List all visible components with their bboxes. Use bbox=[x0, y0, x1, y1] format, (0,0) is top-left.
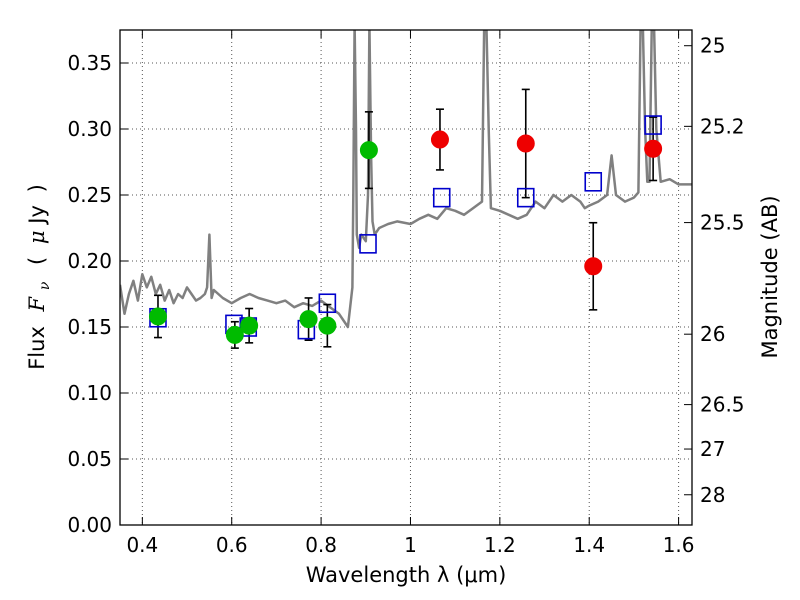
y2-tick-label-1: 25.2 bbox=[700, 114, 745, 138]
model-square-5 bbox=[359, 234, 377, 254]
red-point-2 bbox=[584, 257, 603, 276]
model-square-4 bbox=[318, 293, 337, 314]
y2-tick-label-2: 25.5 bbox=[700, 211, 745, 235]
model-square-6 bbox=[432, 187, 451, 208]
axis-ticks bbox=[120, 30, 692, 526]
x-tick-label-2: 0.8 bbox=[305, 533, 337, 557]
model-square-7 bbox=[516, 187, 535, 208]
green-point-2 bbox=[240, 316, 259, 335]
green-point-4 bbox=[318, 316, 337, 335]
y-label-close-paren: ) bbox=[25, 184, 49, 192]
y-label-flux: Flux bbox=[25, 326, 49, 370]
x-axis-label: Wavelength λ (μm) bbox=[306, 563, 507, 587]
y-label-unit: Jy bbox=[25, 205, 49, 226]
y-tick-label-3: 0.15 bbox=[67, 315, 112, 339]
y-label-f: F bbox=[25, 295, 49, 312]
green-point-1 bbox=[225, 325, 244, 344]
y-label-open-paren: ( bbox=[25, 257, 49, 265]
model-square-9 bbox=[644, 115, 662, 135]
y-tick-label-0: 0.00 bbox=[67, 513, 112, 537]
plot-background bbox=[120, 30, 692, 525]
green-point-5 bbox=[359, 141, 378, 160]
x-tick-labels: 0.4 0.6 0.8 1 1.2 1.4 1.6 bbox=[126, 533, 694, 557]
y-tick-labels: 0.00 0.05 0.10 0.15 0.20 0.25 0.30 0.35 bbox=[67, 51, 112, 537]
y-label-nu: ν bbox=[37, 281, 53, 290]
x-tick-label-0: 0.4 bbox=[126, 533, 158, 557]
y2-tick-label-3: 26 bbox=[700, 322, 725, 346]
x-tick-label-6: 1.6 bbox=[663, 533, 695, 557]
y-tick-label-7: 0.35 bbox=[67, 51, 112, 75]
red-point-1 bbox=[516, 134, 535, 153]
y2-tick-label-6: 28 bbox=[700, 483, 725, 507]
red-point-0 bbox=[430, 130, 449, 149]
y-label-mu: μ bbox=[25, 230, 49, 244]
y-tick-label-2: 0.10 bbox=[67, 381, 112, 405]
y2-tick-label-5: 27 bbox=[700, 437, 725, 461]
red-point-3 bbox=[644, 139, 663, 158]
y-axis-label: Flux F ν ( μ Jy ) bbox=[25, 184, 54, 370]
x-tick-label-1: 0.6 bbox=[216, 533, 248, 557]
y-tick-label-5: 0.25 bbox=[67, 183, 112, 207]
observed-points-layer bbox=[148, 130, 663, 344]
y-tick-label-6: 0.30 bbox=[67, 117, 112, 141]
y2-tick-label-0: 25 bbox=[700, 34, 725, 58]
y2-axis-label: Magnitude (AB) bbox=[758, 195, 782, 358]
x-tick-label-3: 1 bbox=[404, 533, 417, 557]
x-tick-label-4: 1.2 bbox=[484, 533, 516, 557]
green-point-0 bbox=[148, 307, 167, 326]
model-square-8 bbox=[584, 172, 603, 192]
x-tick-label-5: 1.4 bbox=[573, 533, 605, 557]
y-tick-label-1: 0.05 bbox=[67, 447, 112, 471]
y-tick-label-4: 0.20 bbox=[67, 249, 112, 273]
plot-frame bbox=[119, 29, 693, 526]
y2-tick-label-4: 26.5 bbox=[700, 393, 745, 417]
green-point-3 bbox=[299, 310, 318, 329]
y2-tick-labels: 25 25.2 25.5 26 26.5 27 28 bbox=[700, 34, 745, 507]
